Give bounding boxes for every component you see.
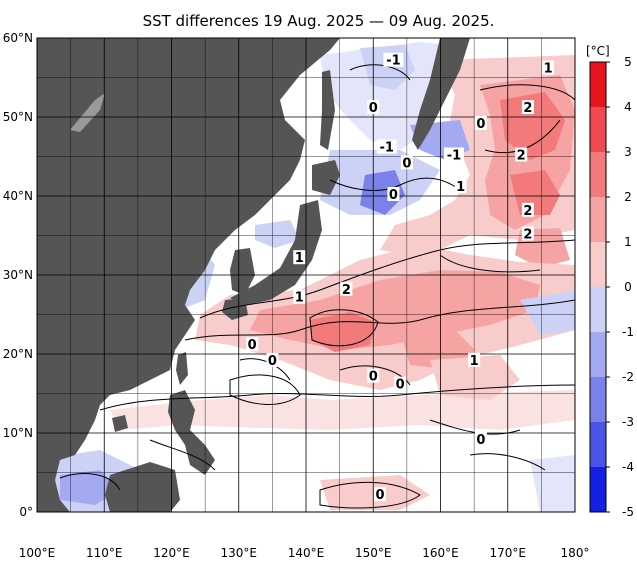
- contour-value-label: 2: [523, 204, 532, 219]
- lon-tick-label: 180°: [561, 546, 590, 560]
- contour-label-background: [266, 352, 279, 367]
- lat-tick-label: 50°N: [3, 110, 33, 124]
- contour-label-background: [474, 115, 487, 130]
- colorbar-unit-label: [°C]: [586, 44, 610, 58]
- contour-label-background: [474, 431, 487, 446]
- colorbar-tick-label: -5: [622, 505, 634, 519]
- contour-label-background: [246, 337, 259, 352]
- contour-value-label: -1: [386, 54, 400, 69]
- contour-value-label: -1: [447, 149, 461, 164]
- lat-tick-labels: 60°N 50°N 40°N 30°N 20°N 10°N 0°: [3, 31, 33, 519]
- contour-value-label: 0: [476, 433, 485, 448]
- contour-label-background: [383, 52, 404, 67]
- lat-tick-label: 60°N: [3, 31, 33, 45]
- colorbar-segment: [590, 377, 606, 423]
- colorbar-segment: [590, 152, 606, 198]
- contour-value-label: 2: [342, 283, 351, 298]
- colorbar-segment: [590, 332, 606, 378]
- contour-value-label: 1: [470, 354, 479, 369]
- colorbar-tick-label: 3: [624, 145, 632, 159]
- lat-tick-label: 10°N: [3, 426, 33, 440]
- contour-value-label: 1: [544, 62, 553, 77]
- contour-label-background: [387, 187, 400, 201]
- contour-value-label: 1: [456, 180, 465, 195]
- colorbar-tick-label: 2: [624, 190, 632, 204]
- colorbar-tick-label: 0: [624, 280, 632, 294]
- contour-value-label: 0: [248, 338, 257, 353]
- contour-label-background: [443, 147, 464, 162]
- contour-value-label: 0: [369, 101, 378, 116]
- lon-tick-label: 160°E: [422, 546, 459, 560]
- lon-tick-labels: 100°E 110°E 120°E 130°E 140°E 150°E 160°E 170°E…: [19, 546, 590, 560]
- colorbar-tick-label: 4: [624, 100, 632, 114]
- colorbar-segment: [590, 62, 606, 108]
- contour-label-background: [454, 179, 467, 194]
- contour-label-background: [521, 100, 534, 115]
- contour-label-background: [293, 289, 306, 304]
- lon-tick-label: 150°E: [355, 546, 392, 560]
- contour-label-background: [340, 281, 353, 296]
- colorbar-tick-label: -3: [622, 415, 634, 429]
- lon-tick-label: 110°E: [86, 546, 123, 560]
- colorbar-tick-label: 1: [624, 235, 632, 249]
- lon-tick-label: 170°E: [490, 546, 527, 560]
- contour-label-background: [400, 155, 413, 170]
- lon-tick-label: 120°E: [153, 546, 190, 560]
- colorbar-tick-label: -4: [622, 460, 634, 474]
- contour-label-background: [542, 60, 555, 75]
- colorbar-tick-label: 5: [624, 55, 632, 69]
- contour-label-background: [373, 487, 386, 502]
- colorbar-segment: [590, 242, 606, 288]
- contour-value-label: 0: [402, 156, 411, 171]
- contour-value-label: 0: [268, 354, 277, 369]
- contour-value-label: 2: [517, 149, 526, 164]
- contour-label-background: [521, 202, 534, 217]
- lat-tick-label: 20°N: [3, 347, 33, 361]
- lat-tick-label: 40°N: [3, 189, 33, 203]
- contour-value-label: 0: [375, 488, 384, 503]
- contour-label-background: [394, 376, 407, 391]
- contour-value-label: 1: [295, 291, 304, 306]
- contour-label-background: [468, 352, 481, 367]
- contour-value-label: 1: [295, 251, 304, 266]
- map-frame: [36, 37, 576, 513]
- colorbar-segment: [590, 287, 606, 333]
- contour-value-label: 0: [369, 370, 378, 385]
- colorbar-segment: [590, 197, 606, 243]
- colorbar-tick-label: -2: [622, 370, 634, 384]
- colorbar-segment: [590, 422, 606, 468]
- lon-tick-label: 100°E: [19, 546, 56, 560]
- contour-label-background: [376, 139, 397, 154]
- contour-label-background: [521, 226, 534, 241]
- contour-value-label: 2: [523, 228, 532, 243]
- graticule: [37, 38, 575, 512]
- colorbar-tick-label: -1: [622, 325, 634, 339]
- contour-label-background: [293, 250, 306, 265]
- lon-tick-label: 140°E: [288, 546, 325, 560]
- lat-tick-label: 0°: [19, 505, 33, 519]
- lat-tick-label: 30°N: [3, 268, 33, 282]
- lon-tick-label: 130°E: [221, 546, 258, 560]
- contour-value-label: 0: [389, 188, 398, 203]
- colorbar: 5 4 3 2 1 0 -1 -2 -3 -4 -5: [589, 55, 634, 519]
- contour-value-label: 0: [396, 378, 405, 393]
- contour-label-background: [367, 100, 380, 115]
- map-title: SST differences 19 Aug. 2025 — 09 Aug. 2…: [142, 12, 495, 30]
- map-area: [37, 38, 575, 512]
- colorbar-segment: [590, 467, 606, 513]
- contour-value-label: -1: [379, 141, 393, 156]
- contour-label-background: [367, 368, 380, 383]
- contour-label-background: [515, 147, 528, 162]
- contour-value-label: 2: [523, 101, 532, 116]
- colorbar-segment: [590, 107, 606, 153]
- contour-value-label: 0: [476, 117, 485, 132]
